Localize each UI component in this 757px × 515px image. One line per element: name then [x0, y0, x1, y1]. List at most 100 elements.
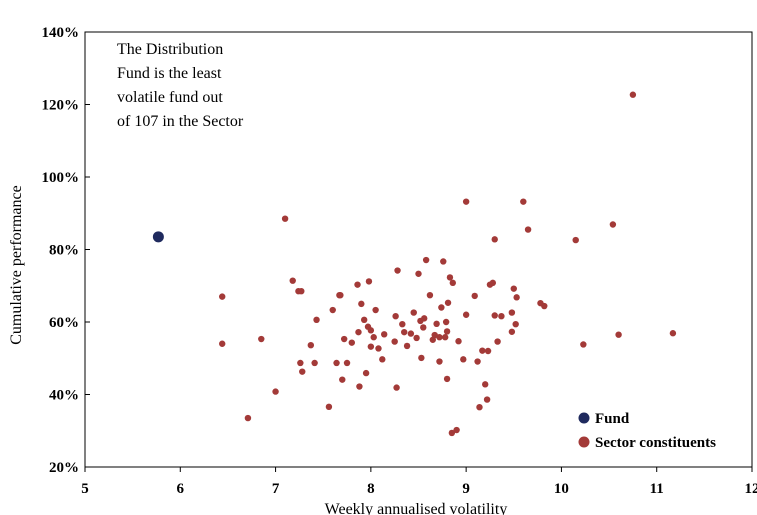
sector-point [399, 320, 406, 328]
sector-point [415, 270, 422, 277]
sector-point [358, 300, 365, 308]
y-tick-label: 140% [42, 25, 80, 41]
sector-point [422, 256, 430, 264]
sector-point [453, 426, 460, 434]
sector-point [392, 313, 399, 320]
sector-point [524, 226, 532, 233]
sector-point [339, 376, 346, 383]
sector-point [418, 354, 425, 362]
sector-point [311, 359, 318, 367]
y-tick-label: 60% [49, 315, 79, 331]
sector-point [479, 347, 486, 354]
sector-point [219, 340, 226, 347]
sector-point [580, 341, 587, 348]
sector-point [297, 359, 304, 367]
legend: Fund Sector constituents [578, 411, 716, 451]
x-tick-label: 12 [745, 481, 757, 497]
sector-point [258, 335, 265, 343]
sector-point [440, 258, 447, 265]
fund-point [152, 231, 164, 243]
legend-sector-label: Sector constituents [595, 435, 716, 451]
sector-point [460, 356, 467, 363]
sector-point [433, 320, 440, 328]
sector-point [498, 313, 505, 320]
sector-point [436, 358, 443, 365]
sector-point [629, 91, 637, 98]
legend-sector-marker [578, 436, 590, 448]
x-tick-label: 7 [272, 481, 280, 497]
sector-point [494, 338, 501, 345]
sector-point [420, 324, 427, 331]
sector-point [431, 331, 438, 339]
sector-point [380, 331, 388, 338]
x-axis-title: Weekly annualised volatility [325, 501, 508, 515]
sector-point [512, 320, 519, 328]
sector-point [219, 293, 226, 300]
sector-point [372, 306, 379, 314]
sector-point [443, 328, 451, 335]
sector-point [333, 359, 340, 367]
sector-point [520, 198, 527, 205]
sector-point [462, 311, 470, 318]
sector-point [375, 345, 382, 352]
sector-point [299, 368, 306, 375]
sector-point [348, 339, 355, 346]
sector-point [438, 304, 445, 311]
y-tick-label: 120% [42, 98, 80, 114]
sector-point [403, 342, 411, 350]
sector-point [615, 331, 622, 338]
sector-point [337, 291, 344, 299]
sector-point [367, 327, 375, 334]
sector-point [443, 375, 451, 383]
sector-point [391, 338, 398, 345]
y-tick-label: 40% [49, 388, 79, 404]
sector-point [281, 215, 289, 222]
sector-point [471, 292, 478, 300]
sector-point [489, 279, 497, 287]
sector-point [421, 315, 428, 322]
y-tick-label: 100% [42, 170, 80, 186]
sector-point [609, 221, 617, 228]
sector-point [367, 343, 375, 350]
sector-point [444, 299, 452, 306]
tick-labels: 20% 40% 60% 80% 100% 120% 140% 5 6 7 8 9 10 11 12 [42, 25, 757, 497]
sector-point [474, 358, 481, 365]
sector-point [491, 312, 498, 319]
legend-fund-label: Fund [595, 411, 630, 427]
sector-point [244, 414, 252, 422]
data-points [152, 91, 677, 437]
axes [84, 31, 753, 472]
sector-point [462, 198, 470, 205]
sector-point [365, 278, 373, 285]
sector-point [410, 309, 417, 316]
sector-point [442, 318, 450, 326]
sector-point [356, 383, 363, 390]
y-axis-title: Cumulative performance [8, 185, 25, 345]
sector-point [448, 429, 456, 437]
sector-point [298, 287, 305, 295]
sector-point [482, 381, 489, 388]
annotation-line-3: volatile fund out [117, 89, 223, 106]
sector-point [455, 338, 462, 345]
sector-point [491, 236, 498, 243]
sector-point [426, 291, 434, 299]
sector-point [370, 334, 377, 341]
sector-point [307, 342, 315, 349]
sector-point [401, 328, 408, 336]
sector-point [360, 316, 368, 324]
sector-point [354, 281, 361, 288]
sector-point [340, 335, 348, 343]
sector-point [413, 334, 420, 342]
sector-point [355, 328, 362, 336]
sector-point [394, 267, 401, 274]
sector-point [484, 347, 492, 355]
sector-point [510, 285, 517, 292]
x-tick-label: 5 [81, 481, 89, 497]
sector-point [393, 384, 400, 391]
x-tick-label: 10 [554, 481, 569, 497]
annotation-line-1: The Distribution [117, 41, 223, 58]
sector-point [436, 334, 443, 341]
sector-point [446, 274, 454, 281]
sector-point [572, 236, 579, 244]
